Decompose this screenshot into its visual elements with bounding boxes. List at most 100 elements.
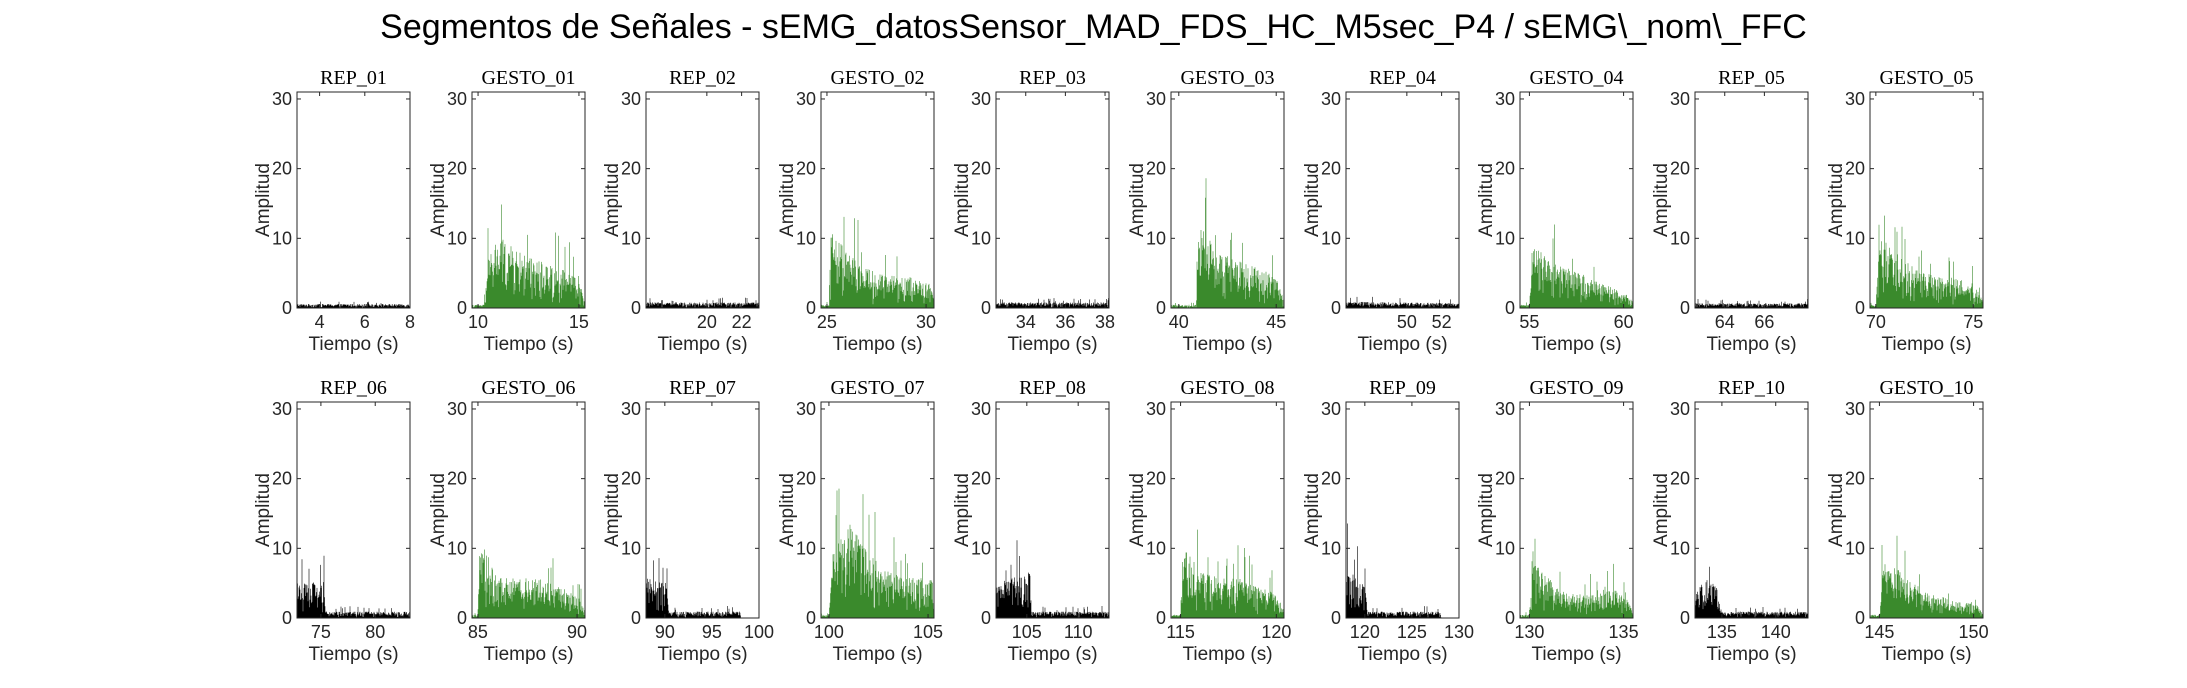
y-tick-label: 20 [621, 469, 641, 489]
subplot-16: 0 10 20 30 115 120 GESTO_08 Tiempo (s) Amplitud [1127, 377, 1291, 665]
axes-box [471, 401, 586, 619]
x-axis-label: Tiempo (s) [1007, 334, 1097, 355]
signal-trace [1519, 538, 1634, 618]
y-tick-label: 10 [272, 228, 292, 248]
subplot-title: REP_02 [669, 67, 736, 89]
y-tick-label: 10 [796, 228, 816, 248]
x-tick-label: 90 [655, 622, 675, 642]
y-axis-label: Amplitud [1826, 163, 1847, 237]
subplot-title: GESTO_06 [481, 377, 575, 399]
y-axis-label: Amplitud [952, 163, 973, 237]
y-axis-label: Amplitud [1302, 163, 1323, 237]
y-tick-label: 20 [1495, 159, 1515, 179]
x-axis-label: Tiempo (s) [1531, 334, 1621, 355]
x-axis-label: Tiempo (s) [1007, 644, 1097, 665]
x-tick-label: 110 [1064, 622, 1093, 642]
subplot-title: GESTO_09 [1529, 377, 1623, 399]
y-tick-label: 10 [971, 228, 991, 248]
y-tick-label: 10 [1321, 538, 1341, 558]
y-tick-label: 0 [631, 608, 641, 628]
signal-trace [296, 301, 411, 308]
x-axis-label: Tiempo (s) [1531, 644, 1621, 665]
signal-trace [1869, 535, 1984, 618]
x-tick-label: 105 [1012, 622, 1042, 642]
y-tick-label: 20 [1670, 469, 1690, 489]
axes-box [820, 401, 935, 619]
y-tick-label: 10 [971, 538, 991, 558]
x-tick-label: 40 [1169, 312, 1189, 332]
axes-box [1869, 91, 1984, 309]
x-tick-label: 75 [311, 622, 331, 642]
x-axis-label: Tiempo (s) [1706, 644, 1796, 665]
y-tick-label: 30 [1495, 89, 1515, 109]
signal-trace [820, 488, 935, 618]
subplot-10: 0 10 20 30 70 75 GESTO_05 Tiempo (s) Amplitud [1826, 67, 1984, 355]
y-tick-label: 0 [1331, 608, 1341, 628]
signal-trace [645, 558, 742, 618]
y-axis-label: Amplitud [777, 473, 798, 547]
y-tick-label: 0 [1680, 298, 1690, 318]
y-axis-label: Amplitud [253, 163, 274, 237]
y-tick-label: 30 [1495, 399, 1515, 419]
y-tick-label: 30 [796, 399, 816, 419]
y-tick-label: 10 [1146, 228, 1166, 248]
y-axis-label: Amplitud [1127, 473, 1148, 547]
x-tick-label: 130 [1514, 622, 1544, 642]
signal-trace [1694, 566, 1809, 618]
y-tick-label: 20 [1670, 159, 1690, 179]
subplot-04: 0 10 20 30 25 30 GESTO_02 Tiempo (s) Amplitud [777, 67, 936, 355]
subplot-12: 0 10 20 30 85 90 GESTO_06 Tiempo (s) Amplitud [428, 377, 587, 665]
x-axis-label: Tiempo (s) [1182, 644, 1272, 665]
y-tick-label: 30 [621, 399, 641, 419]
y-tick-label: 0 [1680, 608, 1690, 628]
subplot-title: REP_06 [320, 377, 387, 399]
subplot-07: 0 10 20 30 50 52 REP_04 Tiempo (s) Amplitud [1302, 67, 1460, 355]
y-tick-label: 20 [796, 159, 816, 179]
y-tick-label: 20 [272, 469, 292, 489]
x-tick-label: 105 [913, 622, 943, 642]
y-axis-label: Amplitud [1476, 473, 1497, 547]
y-tick-label: 0 [282, 608, 292, 628]
x-tick-label: 85 [468, 622, 488, 642]
y-tick-label: 30 [447, 399, 467, 419]
y-tick-label: 30 [1845, 399, 1865, 419]
y-tick-label: 0 [1855, 298, 1865, 318]
x-axis-label: Tiempo (s) [1706, 334, 1796, 355]
signal-trace [471, 549, 586, 618]
subplot-title: REP_05 [1718, 67, 1785, 89]
y-tick-label: 20 [1321, 469, 1341, 489]
signal-trace [1170, 178, 1285, 308]
x-axis-label: Tiempo (s) [1357, 334, 1447, 355]
y-tick-label: 20 [1321, 159, 1341, 179]
subplot-title: REP_09 [1369, 377, 1436, 399]
axes-box [471, 91, 586, 309]
subplot-title: REP_07 [669, 377, 736, 399]
y-tick-label: 10 [621, 228, 641, 248]
y-axis-label: Amplitud [602, 473, 623, 547]
subplot-title: GESTO_01 [481, 67, 575, 89]
y-axis-label: Amplitud [253, 473, 274, 547]
x-tick-label: 130 [1444, 622, 1474, 642]
signal-trace [820, 216, 935, 308]
x-axis-label: Tiempo (s) [1357, 644, 1447, 665]
figure-title: Segmentos de Señales - sEMG_datosSensor_… [380, 8, 1807, 46]
y-tick-label: 0 [1505, 608, 1515, 628]
y-tick-label: 30 [272, 89, 292, 109]
y-tick-label: 10 [447, 538, 467, 558]
x-tick-label: 60 [1614, 312, 1634, 332]
y-tick-label: 10 [621, 538, 641, 558]
y-tick-label: 30 [272, 399, 292, 419]
x-axis-label: Tiempo (s) [832, 334, 922, 355]
x-tick-label: 135 [1707, 622, 1737, 642]
y-tick-label: 20 [796, 469, 816, 489]
x-tick-label: 150 [1959, 622, 1989, 642]
y-tick-label: 10 [1670, 228, 1690, 248]
y-tick-label: 20 [447, 159, 467, 179]
x-axis-label: Tiempo (s) [483, 334, 573, 355]
x-tick-label: 38 [1095, 312, 1115, 332]
subplot-08: 0 10 20 30 55 60 GESTO_04 Tiempo (s) Amplitud [1476, 67, 1634, 355]
axes-box [645, 91, 760, 309]
signal-trace [1345, 523, 1442, 618]
subplot-title: GESTO_02 [830, 67, 924, 89]
y-tick-label: 20 [1146, 159, 1166, 179]
